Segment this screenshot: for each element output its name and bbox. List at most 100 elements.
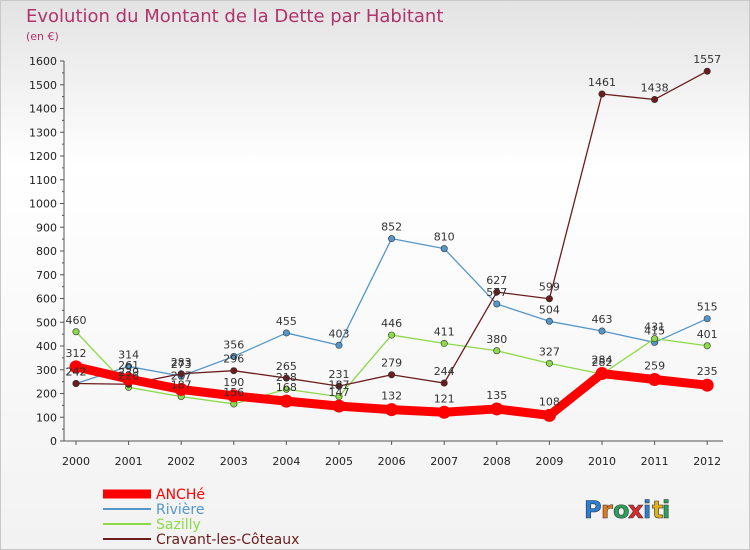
data-point xyxy=(385,403,399,417)
y-tick-label: 1500 xyxy=(29,79,57,92)
data-point xyxy=(227,389,241,403)
y-tick-label: 1200 xyxy=(29,150,57,163)
data-point xyxy=(279,394,293,408)
data-label: 231 xyxy=(329,368,350,381)
chart-unit: (en €) xyxy=(26,30,59,43)
data-label: 401 xyxy=(697,328,718,341)
data-label: 235 xyxy=(697,365,718,378)
logo-letter: o xyxy=(613,496,630,524)
data-point xyxy=(703,315,711,323)
data-point xyxy=(595,367,609,381)
data-label: 217 xyxy=(171,369,192,382)
y-tick-label: 1000 xyxy=(29,198,57,211)
data-label: 284 xyxy=(592,354,613,367)
data-label: 314 xyxy=(118,348,139,361)
data-point xyxy=(703,342,711,350)
data-point xyxy=(545,295,553,303)
data-label: 296 xyxy=(223,353,244,366)
data-label: 431 xyxy=(644,321,665,334)
data-point xyxy=(490,402,504,416)
chart-title: Evolution du Montant de la Dette par Hab… xyxy=(26,6,443,27)
data-label: 242 xyxy=(66,366,87,379)
x-tick-label: 2004 xyxy=(272,455,300,468)
x-tick-label: 2001 xyxy=(115,455,143,468)
data-point xyxy=(648,372,662,386)
data-label: 156 xyxy=(223,386,244,399)
data-point xyxy=(700,378,714,392)
data-point xyxy=(598,327,606,335)
logo-letter: i xyxy=(643,496,651,524)
data-label: 455 xyxy=(276,315,297,328)
data-point xyxy=(440,339,448,347)
logo-letter: t xyxy=(652,496,663,524)
data-label: 599 xyxy=(539,281,560,294)
data-label: 627 xyxy=(486,274,507,287)
y-tick-label: 900 xyxy=(36,221,57,234)
data-point xyxy=(122,372,136,386)
data-label: 242 xyxy=(66,366,87,379)
data-label: 327 xyxy=(539,345,560,358)
data-label: 121 xyxy=(434,392,455,405)
y-tick-label: 400 xyxy=(36,340,57,353)
legend-label: Cravant-les-Côteaux xyxy=(156,532,299,548)
data-point xyxy=(598,90,606,98)
data-point xyxy=(125,362,133,370)
data-label: 244 xyxy=(434,365,455,378)
data-point xyxy=(388,331,396,339)
data-point xyxy=(335,341,343,349)
axes: 0 100 200 300 400 500 600 700 800 900 1000 1100 1200… xyxy=(29,55,723,468)
data-label: 168 xyxy=(276,381,297,394)
y-tick-label: 800 xyxy=(36,245,57,258)
x-tick-label: 2003 xyxy=(220,455,248,468)
y-tick-label: 1100 xyxy=(29,174,57,187)
y-tick-label: 0 xyxy=(50,435,57,448)
y-tick-label: 600 xyxy=(36,293,57,306)
data-labels: 460 226 187 156 218 187 446 411 380 327 282 431 401 2… xyxy=(66,53,722,408)
y-tick-label: 200 xyxy=(36,388,57,401)
data-point xyxy=(230,367,238,375)
data-point xyxy=(335,382,343,390)
data-label: 446 xyxy=(381,317,402,330)
data-label: 265 xyxy=(276,360,297,373)
data-label: 273 xyxy=(171,358,192,371)
x-tick-label: 2007 xyxy=(430,455,458,468)
y-tick-label: 1300 xyxy=(29,126,57,139)
logo-letter: P xyxy=(584,496,602,524)
series-layer xyxy=(69,67,714,422)
data-point xyxy=(493,288,501,296)
data-label: 312 xyxy=(66,347,87,360)
data-label: 226 xyxy=(118,369,139,382)
data-point xyxy=(545,317,553,325)
data-label: 218 xyxy=(276,371,297,384)
y-tick-label: 1600 xyxy=(29,55,57,68)
x-tick-label: 2012 xyxy=(693,455,721,468)
y-tick-label: 500 xyxy=(36,316,57,329)
data-label: 463 xyxy=(592,313,613,326)
data-label: 147 xyxy=(329,386,350,399)
x-tick-label: 2002 xyxy=(167,455,195,468)
data-label: 279 xyxy=(381,357,402,370)
data-label: 1461 xyxy=(588,76,616,89)
data-point xyxy=(437,405,451,419)
x-tick-label: 2000 xyxy=(62,455,90,468)
data-point xyxy=(72,328,80,336)
data-point xyxy=(388,235,396,243)
data-point xyxy=(388,371,396,379)
data-point xyxy=(282,374,290,382)
x-tick-label: 2005 xyxy=(325,455,353,468)
data-point xyxy=(69,360,83,374)
data-point xyxy=(332,399,346,413)
data-point xyxy=(703,67,711,75)
legend-label: ANCHé xyxy=(156,487,205,503)
data-label: 577 xyxy=(486,286,507,299)
logo-letter: i xyxy=(662,496,670,524)
y-tick-label: 100 xyxy=(36,411,57,424)
data-label: 261 xyxy=(118,359,139,372)
y-tick-label: 300 xyxy=(36,364,57,377)
data-point xyxy=(493,347,501,355)
data-point xyxy=(651,95,659,103)
data-point xyxy=(174,382,188,396)
legend-label: Sazilly xyxy=(156,517,201,533)
